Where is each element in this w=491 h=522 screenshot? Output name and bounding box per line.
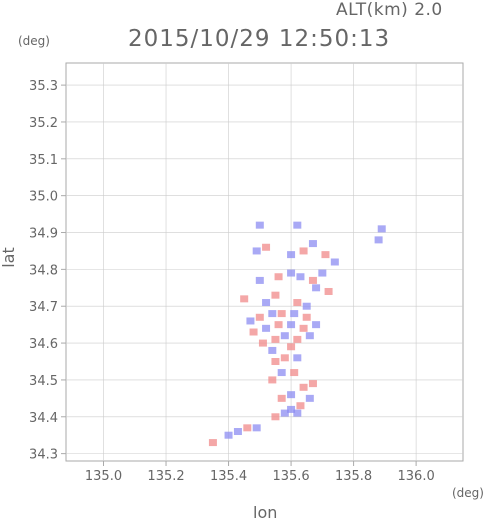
data-cell [290, 310, 299, 318]
data-cell [262, 324, 271, 332]
data-cell [208, 439, 217, 447]
data-cell [274, 321, 283, 329]
data-cell [271, 335, 280, 343]
y-tick-label: 35.1 [29, 153, 58, 168]
data-cell [296, 273, 305, 281]
data-cell [255, 313, 264, 321]
y-tick-label: 34.5 [29, 374, 58, 389]
x-tick-label: 135.2 [147, 469, 184, 484]
data-cell [302, 313, 311, 321]
data-cell [321, 251, 330, 259]
data-cell [262, 299, 271, 307]
data-cell [268, 376, 277, 384]
data-cell [299, 247, 308, 255]
data-cell [377, 225, 386, 233]
data-cell [308, 380, 317, 388]
x-tick-label: 135.4 [210, 469, 247, 484]
data-cell [293, 335, 302, 343]
y-tick-label: 34.8 [29, 263, 58, 278]
x-tick-label: 136.0 [398, 469, 435, 484]
data-cell [308, 276, 317, 284]
plot-frame [65, 62, 464, 462]
data-cell [312, 284, 321, 292]
y-tick-label: 34.9 [29, 227, 58, 242]
data-cell [299, 383, 308, 391]
data-cell [305, 332, 314, 340]
y-tick-label: 35.3 [29, 79, 58, 94]
y-tick-label: 34.6 [29, 337, 58, 352]
data-cell [305, 394, 314, 402]
data-cell [255, 221, 264, 229]
data-cell [268, 310, 277, 318]
data-cell [268, 346, 277, 354]
data-cell [293, 409, 302, 417]
data-cell [274, 273, 283, 281]
data-cell [280, 354, 289, 362]
data-cell [299, 324, 308, 332]
altitude-label: ALT(km) 2.0 [336, 0, 443, 20]
data-cell [287, 391, 296, 399]
x-tick-label: 135.0 [85, 469, 122, 484]
data-cell [277, 394, 286, 402]
data-cell [293, 221, 302, 229]
x-axis-label: lon [253, 503, 278, 522]
data-cell [287, 405, 296, 413]
data-cell [258, 339, 267, 347]
data-cell [240, 295, 249, 303]
data-cell [252, 424, 261, 432]
data-cell [252, 247, 261, 255]
data-cell [287, 251, 296, 259]
data-cell [287, 269, 296, 277]
data-cell [271, 413, 280, 421]
data-cell [280, 409, 289, 417]
data-cell [262, 243, 271, 251]
y-tick-label: 34.4 [29, 411, 58, 426]
data-cell [277, 369, 286, 377]
data-cell [287, 343, 296, 351]
data-cell [271, 358, 280, 365]
timestamp-title: 2015/10/29 12:50:13 [128, 26, 391, 52]
data-cell [224, 431, 233, 439]
data-cell [293, 299, 302, 307]
data-cell [374, 236, 383, 244]
data-cell [287, 321, 296, 329]
y-tick-label: 34.3 [29, 448, 58, 463]
data-cell [302, 302, 311, 310]
data-cell [249, 328, 258, 336]
data-cell [312, 321, 321, 329]
y-tick-label: 34.7 [29, 300, 58, 315]
data-cell [277, 310, 286, 318]
data-cell [330, 258, 339, 266]
x-tick-label: 135.6 [272, 469, 309, 484]
x-tick-label: 135.8 [335, 469, 372, 484]
data-cell [280, 332, 289, 340]
data-cell [308, 240, 317, 248]
y-tick-label: 35.2 [29, 116, 58, 131]
data-cell [293, 354, 302, 362]
data-cell [255, 276, 264, 284]
data-cell [243, 424, 252, 432]
data-cell [296, 402, 305, 410]
data-cell [246, 317, 255, 325]
x-axis-unit: (deg) [452, 486, 484, 500]
data-cell [290, 369, 299, 377]
data-cell [233, 428, 242, 436]
data-cell [318, 269, 327, 277]
y-tick-label: 35.0 [29, 190, 58, 205]
y-axis-unit: (deg) [18, 34, 50, 48]
data-cell [271, 291, 280, 299]
data-cell [324, 287, 333, 295]
